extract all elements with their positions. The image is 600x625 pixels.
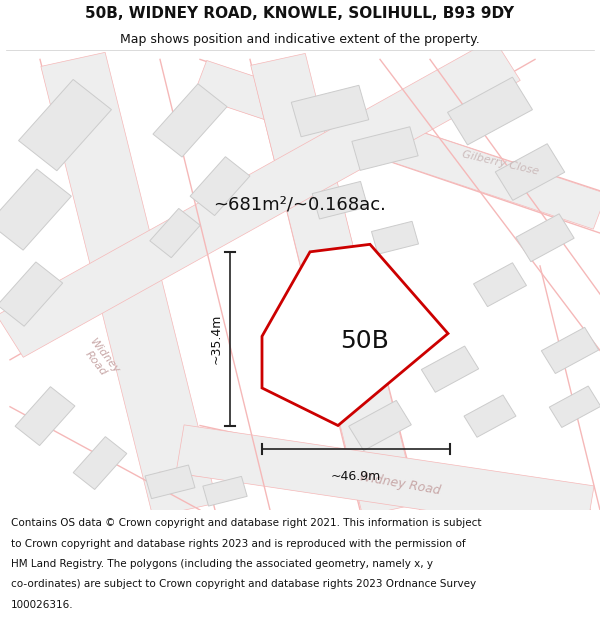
- Polygon shape: [0, 169, 71, 250]
- Polygon shape: [549, 386, 600, 428]
- Polygon shape: [153, 84, 227, 157]
- Text: Map shows position and indicative extent of the property.: Map shows position and indicative extent…: [120, 32, 480, 46]
- Text: co-ordinates) are subject to Crown copyright and database rights 2023 Ordnance S: co-ordinates) are subject to Crown copyr…: [11, 579, 476, 589]
- Text: Contains OS data © Crown copyright and database right 2021. This information is : Contains OS data © Crown copyright and d…: [11, 518, 481, 528]
- Polygon shape: [203, 476, 247, 506]
- Text: 100026316.: 100026316.: [11, 600, 73, 610]
- Polygon shape: [251, 53, 417, 516]
- Polygon shape: [349, 401, 412, 451]
- Text: Gilberry Close: Gilberry Close: [461, 149, 539, 176]
- Polygon shape: [312, 181, 368, 219]
- Polygon shape: [0, 38, 520, 357]
- Polygon shape: [371, 221, 419, 254]
- Text: 50B: 50B: [341, 329, 389, 353]
- Text: ~46.9m: ~46.9m: [331, 469, 381, 482]
- Polygon shape: [41, 52, 217, 517]
- Text: to Crown copyright and database rights 2023 and is reproduced with the permissio: to Crown copyright and database rights 2…: [11, 539, 466, 549]
- Polygon shape: [150, 208, 200, 258]
- Polygon shape: [176, 425, 594, 534]
- Text: HM Land Registry. The polygons (including the associated geometry, namely x, y: HM Land Registry. The polygons (includin…: [11, 559, 433, 569]
- Polygon shape: [291, 85, 369, 137]
- Polygon shape: [15, 387, 75, 446]
- Polygon shape: [464, 395, 516, 438]
- Polygon shape: [473, 262, 526, 307]
- Polygon shape: [448, 77, 532, 145]
- Polygon shape: [73, 437, 127, 489]
- Polygon shape: [495, 144, 565, 201]
- Polygon shape: [541, 328, 599, 374]
- Polygon shape: [516, 214, 574, 262]
- Polygon shape: [190, 157, 250, 216]
- Polygon shape: [145, 465, 195, 499]
- Text: Widney
Road: Widney Road: [79, 337, 121, 383]
- Polygon shape: [0, 262, 62, 326]
- Polygon shape: [421, 346, 479, 392]
- Polygon shape: [352, 127, 418, 171]
- Polygon shape: [19, 79, 112, 171]
- Text: ~681m²/~0.168ac.: ~681m²/~0.168ac.: [214, 196, 386, 214]
- Polygon shape: [262, 244, 448, 426]
- Polygon shape: [193, 61, 600, 229]
- Text: ~35.4m: ~35.4m: [209, 314, 223, 364]
- Text: Widney Road: Widney Road: [358, 470, 442, 498]
- Text: 50B, WIDNEY ROAD, KNOWLE, SOLIHULL, B93 9DY: 50B, WIDNEY ROAD, KNOWLE, SOLIHULL, B93 …: [85, 6, 515, 21]
